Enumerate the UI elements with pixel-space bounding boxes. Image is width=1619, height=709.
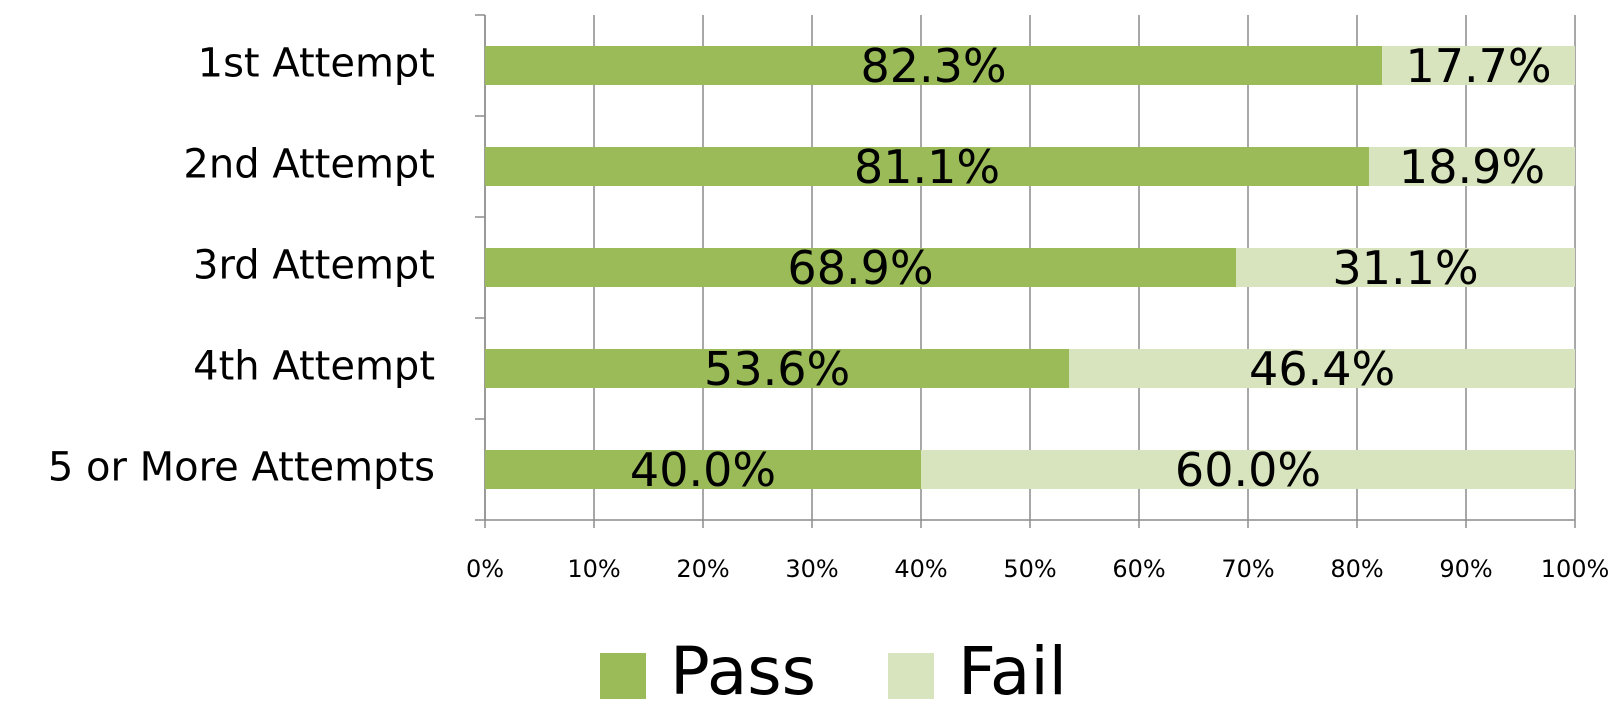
category-label: 3rd Attempt xyxy=(193,243,435,289)
x-tick-label: 0% xyxy=(466,555,504,583)
value-label: 68.9% xyxy=(787,241,933,295)
legend-label: Pass xyxy=(670,633,816,709)
value-label: 46.4% xyxy=(1249,342,1395,396)
value-label: 17.7% xyxy=(1405,39,1551,93)
x-tick-label: 70% xyxy=(1221,555,1274,583)
bar-segment xyxy=(1069,349,1575,388)
value-label: 53.6% xyxy=(704,342,850,396)
x-tick-label: 80% xyxy=(1330,555,1383,583)
value-label: 60.0% xyxy=(1175,443,1321,497)
category-label: 5 or More Attempts xyxy=(48,445,435,491)
category-label: 4th Attempt xyxy=(193,344,435,390)
value-label: 18.9% xyxy=(1399,140,1545,194)
legend-swatch xyxy=(600,653,646,699)
x-tick-label: 50% xyxy=(1003,555,1056,583)
x-tick-label: 100% xyxy=(1541,555,1610,583)
bar-segment xyxy=(1368,147,1575,186)
bar-segment xyxy=(485,450,921,489)
x-tick-label: 90% xyxy=(1439,555,1492,583)
value-label: 82.3% xyxy=(860,39,1006,93)
bar-segment xyxy=(1236,248,1575,287)
category-label: 1st Attempt xyxy=(198,41,435,87)
bar-segment xyxy=(485,46,1383,85)
value-label: 31.1% xyxy=(1332,241,1478,295)
legend-swatch xyxy=(888,653,934,699)
bar-segment xyxy=(921,450,1575,489)
category-label: 2nd Attempt xyxy=(183,142,435,188)
x-tick-label: 40% xyxy=(894,555,947,583)
bar-segment xyxy=(485,147,1369,186)
x-tick-label: 30% xyxy=(785,555,838,583)
bar-segment xyxy=(485,349,1070,388)
x-tick-label: 60% xyxy=(1112,555,1165,583)
value-label: 81.1% xyxy=(854,140,1000,194)
bar-segment xyxy=(485,248,1237,287)
value-label: 40.0% xyxy=(630,443,776,497)
x-tick-label: 20% xyxy=(676,555,729,583)
x-tick-label: 10% xyxy=(567,555,620,583)
legend-label: Fail xyxy=(958,633,1067,709)
bar-segment xyxy=(1382,46,1575,85)
